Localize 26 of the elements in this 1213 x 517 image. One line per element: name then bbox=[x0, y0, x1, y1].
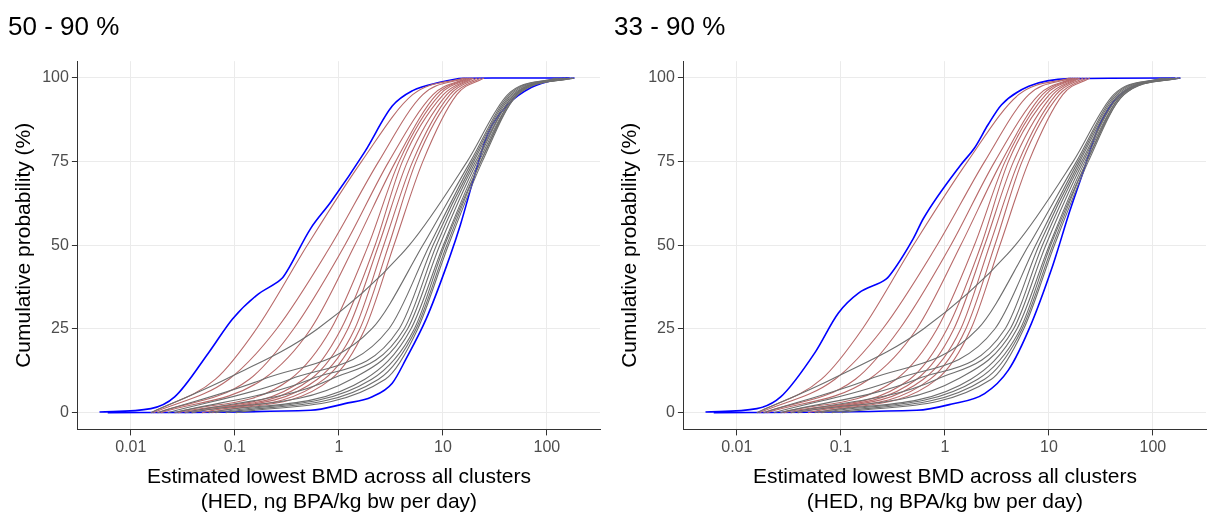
x-tick-label: 1 bbox=[940, 438, 950, 456]
x-tick-label: 10 bbox=[1039, 438, 1058, 456]
y-axis-title: Cumulative probability (%) bbox=[11, 122, 35, 368]
x-axis-title: Estimated lowest BMD across all clusters (HED, ng BPA/kg bw per day) bbox=[752, 464, 1137, 513]
x-tick-label: 0.01 bbox=[115, 438, 147, 456]
y-tick-label: 50 bbox=[657, 235, 675, 253]
x-tick-label: 0.01 bbox=[721, 438, 753, 456]
y-axis-title: Cumulative probability (%) bbox=[617, 122, 641, 368]
x-axis-title: Estimated lowest BMD across all clusters (HED, ng BPA/kg bw per day) bbox=[146, 464, 531, 513]
x-tick-label: 0.1 bbox=[223, 438, 247, 456]
x-tick-label: 0.1 bbox=[829, 438, 853, 456]
y-tick-label: 75 bbox=[51, 152, 69, 170]
x-tick-label: 100 bbox=[1139, 438, 1167, 456]
x-tick-label: 10 bbox=[433, 438, 452, 456]
chart-title: 50 - 90 % bbox=[8, 10, 120, 41]
y-tick-label: 50 bbox=[51, 235, 69, 253]
y-tick-label: 25 bbox=[51, 319, 69, 337]
y-tick-label: 0 bbox=[665, 403, 675, 421]
x-tick-label: 100 bbox=[533, 438, 561, 456]
x-tick-label: 1 bbox=[334, 438, 344, 456]
y-tick-label: 0 bbox=[59, 403, 69, 421]
y-tick-label: 25 bbox=[657, 319, 675, 337]
y-tick-label: 75 bbox=[657, 152, 675, 170]
y-tick-label: 100 bbox=[42, 68, 69, 86]
y-tick-label: 100 bbox=[648, 68, 675, 86]
chart-title: 33 - 90 % bbox=[614, 10, 726, 41]
